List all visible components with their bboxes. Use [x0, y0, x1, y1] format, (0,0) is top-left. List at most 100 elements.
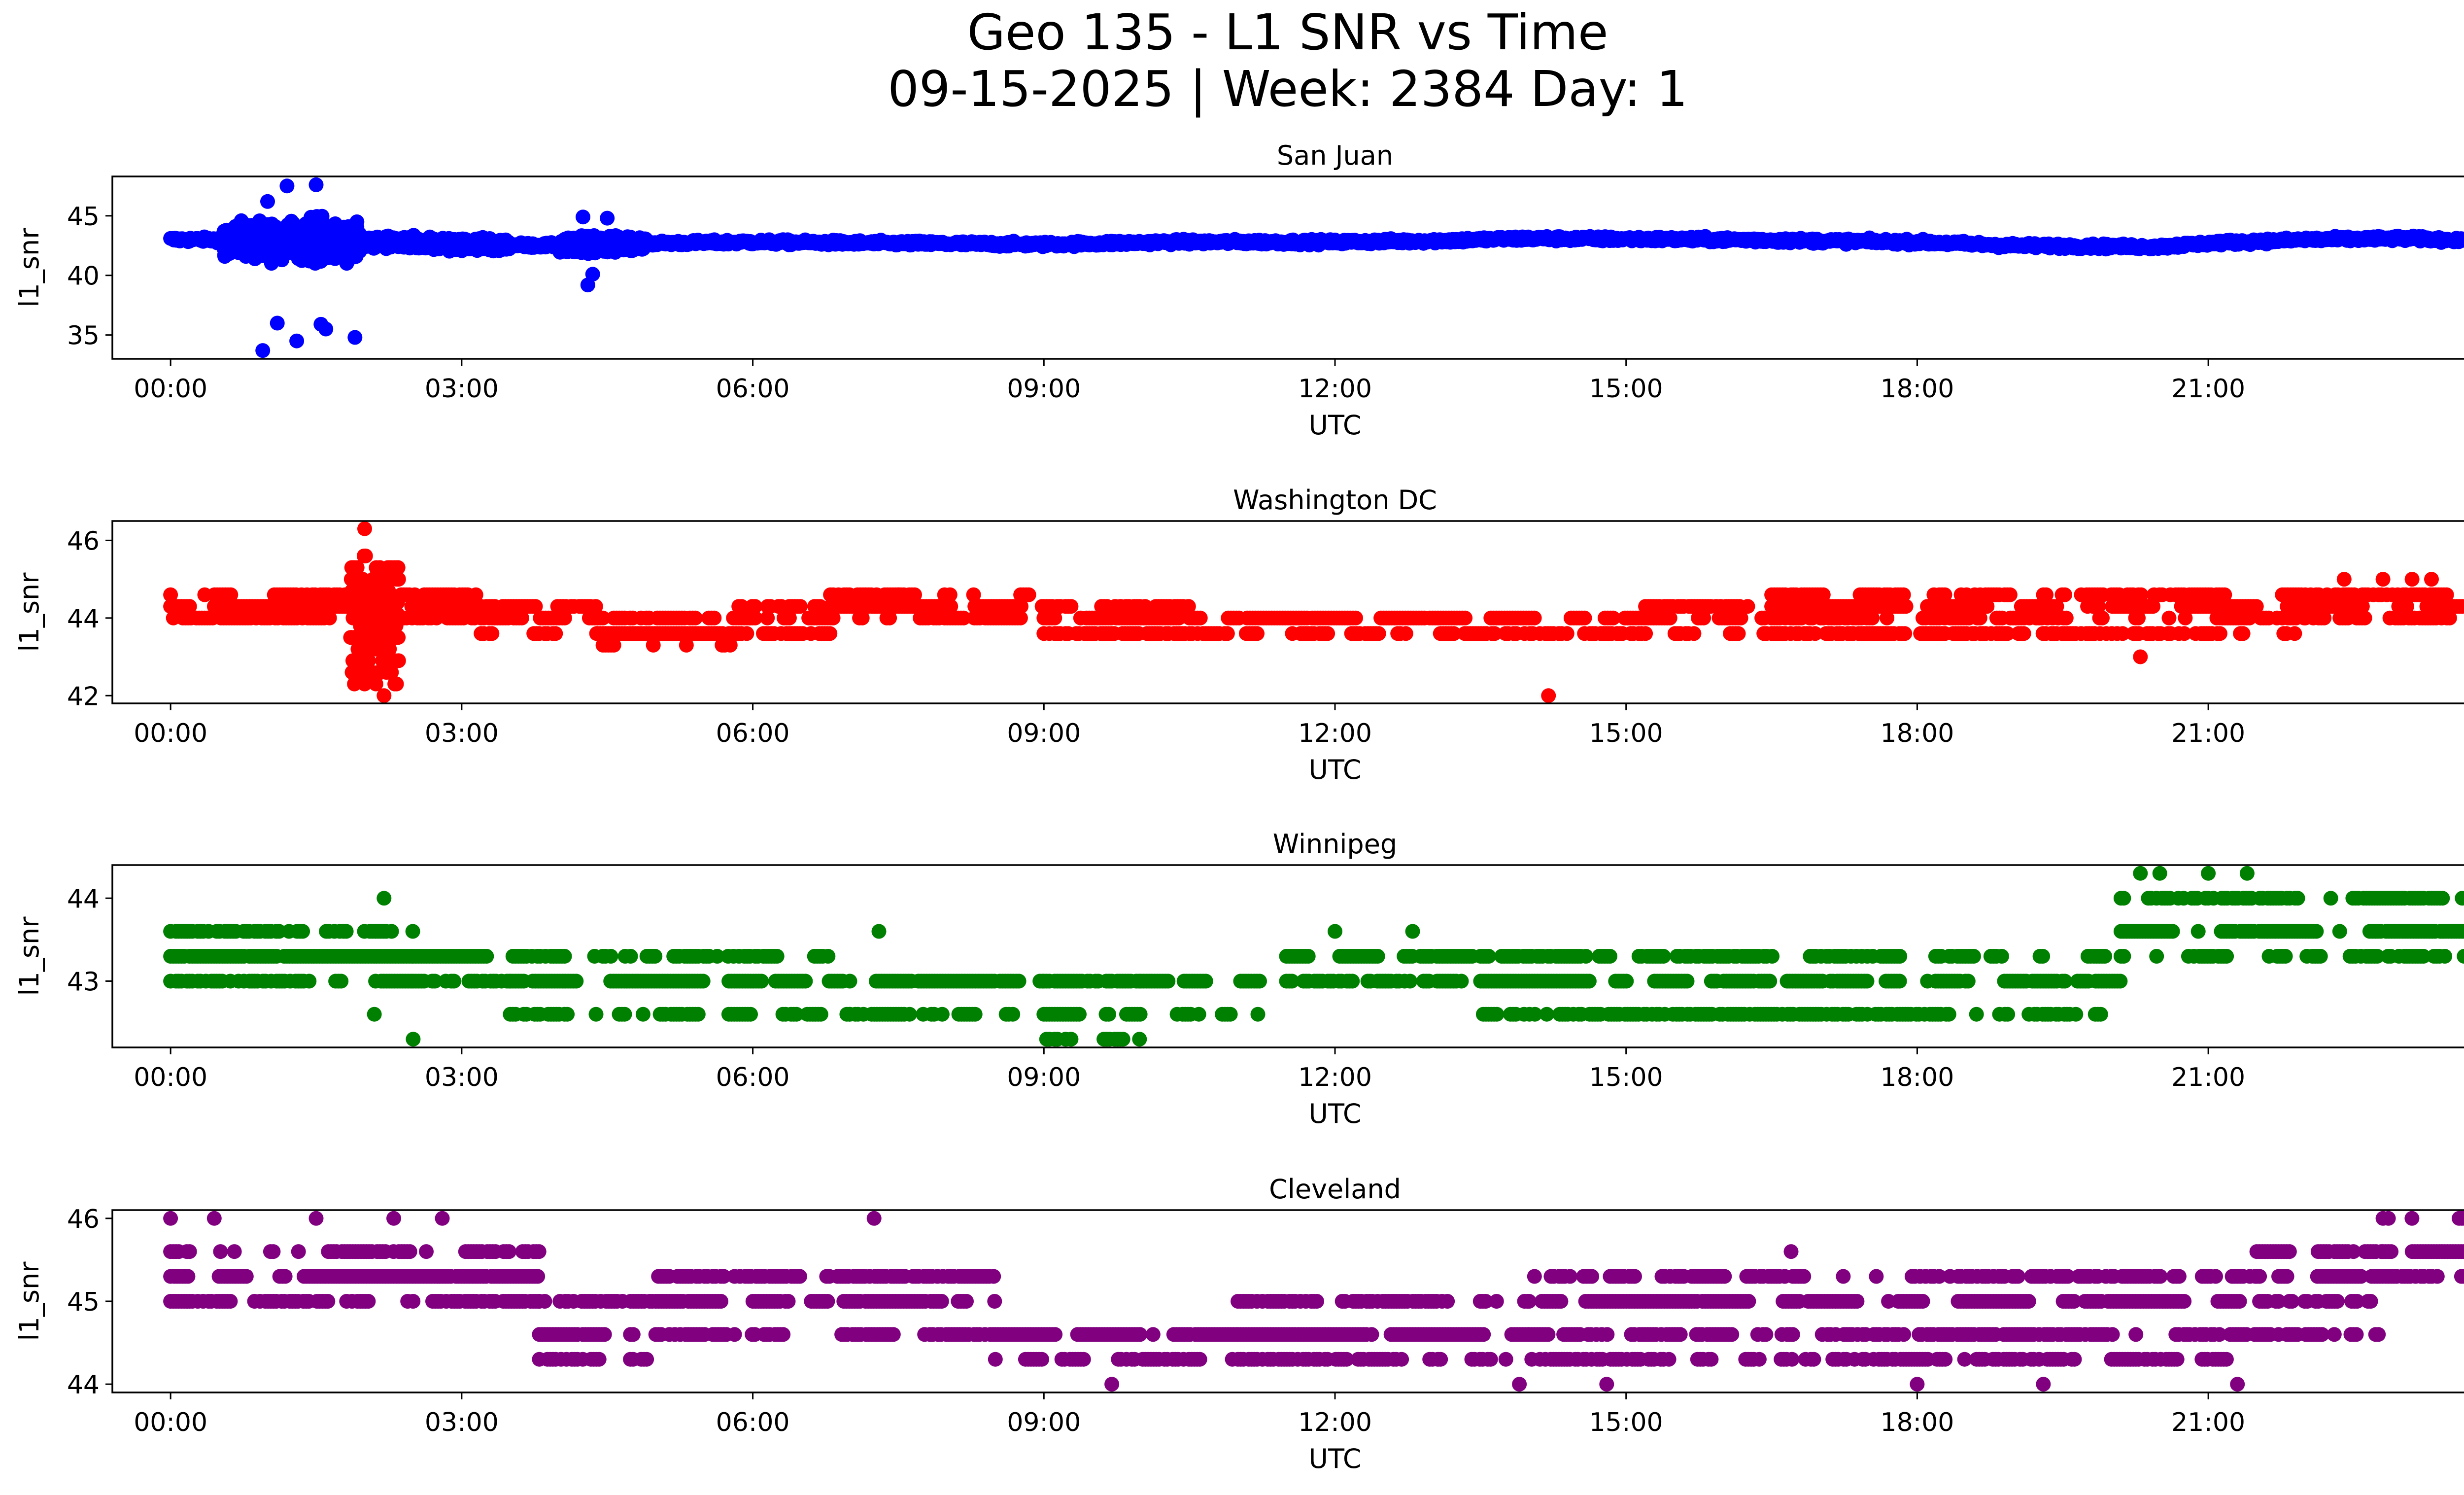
panel-san-juan: 00:00 03:00 06:00 09:00 12:00 15:00 18:00 21:00…	[14, 140, 2464, 441]
data-point	[1348, 610, 1363, 626]
y-axis-label: l1_snr	[14, 228, 45, 308]
data-point	[1487, 626, 1502, 641]
data-point	[308, 177, 324, 192]
data-point	[1740, 599, 1755, 614]
data-point	[1898, 599, 1914, 614]
y-tick-label: 45	[67, 202, 100, 232]
data-point	[782, 610, 797, 626]
data-point	[484, 626, 500, 641]
data-point	[585, 240, 601, 255]
data-point	[966, 587, 981, 602]
x-axis-label: UTC	[1308, 410, 1361, 441]
data-point	[318, 243, 334, 258]
data-point	[792, 599, 808, 614]
data-point	[2095, 610, 2110, 626]
data-point	[1980, 599, 1995, 614]
panel-title: San Juan	[1277, 140, 1393, 171]
data-point	[1733, 610, 1748, 626]
data-point	[1137, 599, 1153, 614]
data-point	[468, 587, 483, 602]
data-point	[1559, 626, 1574, 641]
data-point	[2178, 610, 2193, 626]
data-point	[1320, 626, 1335, 641]
data-point	[296, 221, 311, 236]
data-point	[2146, 599, 2160, 614]
data-point	[500, 239, 515, 254]
data-point	[606, 637, 621, 653]
data-point	[813, 599, 828, 614]
data-point	[825, 610, 841, 626]
x-tick-label: 09:00	[1007, 374, 1081, 404]
data-point	[2242, 610, 2257, 626]
data-point	[1880, 610, 1895, 626]
axes-frame	[111, 175, 2464, 360]
data-point	[1047, 610, 1062, 626]
data-point	[576, 209, 590, 225]
data-point	[390, 237, 405, 252]
x-tick-label: 00:00	[2463, 374, 2464, 404]
data-point	[557, 238, 573, 253]
x-tick-label: 18:00	[1880, 374, 1954, 404]
data-point	[1171, 610, 1187, 626]
data-point	[514, 610, 529, 626]
panel-washington-dc: 00:00 03:00 06:00 09:00 12:00 15:00 18:00 21:00…	[14, 485, 2464, 785]
data-point	[1398, 626, 1413, 641]
data-point	[1897, 626, 1913, 641]
data-point	[2249, 599, 2264, 614]
x-tick-label: 03:00	[425, 374, 499, 404]
data-point	[484, 236, 499, 251]
data-point	[314, 209, 330, 224]
data-point	[1606, 610, 1621, 626]
data-point	[707, 610, 722, 626]
data-point	[451, 236, 466, 251]
data-point	[1063, 599, 1079, 614]
data-point	[2091, 599, 2106, 614]
data-point	[688, 610, 703, 626]
data-point	[588, 599, 603, 614]
x-tick-label: 06:00	[716, 374, 790, 404]
data-point	[1021, 587, 1036, 602]
data-point	[284, 232, 300, 247]
scatter-series	[163, 521, 2464, 703]
data-point	[304, 209, 319, 225]
data-point	[1013, 610, 1028, 626]
data-point	[2212, 626, 2227, 641]
data-point	[182, 599, 197, 614]
scatter-series	[163, 177, 2464, 358]
data-point	[322, 610, 337, 626]
data-point	[734, 599, 749, 614]
data-point	[413, 236, 428, 251]
data-point	[548, 626, 563, 641]
x-tick-label: 21:00	[2171, 374, 2245, 404]
data-point	[2131, 610, 2146, 626]
data-point	[1250, 626, 1265, 641]
data-point	[1181, 599, 1196, 614]
data-point	[822, 626, 838, 641]
data-point	[575, 241, 590, 256]
data-point	[907, 587, 922, 602]
data-point	[528, 599, 543, 614]
data-point	[223, 234, 238, 249]
data-point	[1527, 610, 1542, 626]
data-point	[279, 178, 295, 194]
data-point	[2115, 626, 2130, 641]
data-point	[255, 343, 271, 358]
data-point	[632, 233, 647, 248]
data-point	[1014, 599, 1028, 614]
data-point	[1696, 610, 1711, 626]
data-point	[1638, 626, 1653, 641]
data-point	[2287, 626, 2302, 641]
data-point	[1458, 610, 1473, 626]
data-point	[2049, 599, 2064, 614]
data-point	[748, 599, 763, 614]
data-point	[2016, 626, 2031, 641]
data-point	[855, 610, 870, 626]
data-point	[585, 267, 600, 282]
data-point	[471, 240, 486, 255]
data-point	[557, 610, 572, 626]
data-point	[1731, 626, 1746, 641]
data-point	[347, 330, 363, 345]
data-point	[289, 333, 305, 348]
data-point	[739, 626, 754, 641]
